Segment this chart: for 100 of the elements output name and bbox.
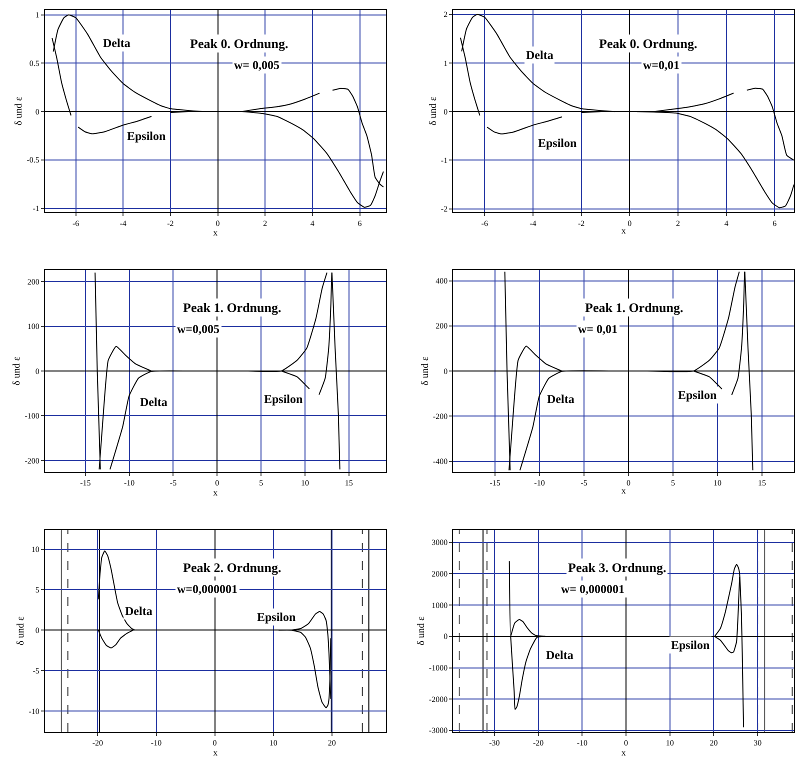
x-tick-label: 0 bbox=[626, 478, 630, 488]
y-tick-label: -1000 bbox=[428, 664, 448, 673]
x-tick-label: -2 bbox=[167, 218, 174, 228]
y-tick-label: 0 bbox=[35, 107, 40, 116]
y-axis-title: δ und ε bbox=[420, 356, 431, 386]
x-tick-label: -6 bbox=[72, 218, 80, 228]
annotation: Epsilon bbox=[538, 136, 578, 150]
y-axis-title: δ und ε bbox=[14, 96, 25, 126]
x-tick-label: -10 bbox=[534, 478, 545, 488]
x-tick-label: 10 bbox=[666, 738, 674, 748]
text: w= 0,01 bbox=[578, 322, 618, 336]
y-tick-label: -400 bbox=[432, 457, 448, 466]
y-tick-label: 10 bbox=[31, 545, 40, 554]
x-tick-label: -10 bbox=[124, 478, 135, 488]
x-tick-label: 30 bbox=[754, 738, 762, 748]
y-tick-label: 0 bbox=[35, 626, 40, 635]
text: Peak 0. Ordnung. bbox=[599, 36, 698, 51]
x-tick-label: -30 bbox=[489, 738, 500, 748]
y-tick-label: 0 bbox=[444, 366, 448, 376]
annotation: Delta bbox=[125, 604, 152, 618]
y-tick-label: 100 bbox=[27, 322, 40, 332]
y-tick-label: -2000 bbox=[428, 694, 448, 704]
x-tick-label: 4 bbox=[310, 218, 314, 228]
x-tick-label: 15 bbox=[344, 478, 353, 488]
text: w= 0,000001 bbox=[561, 582, 625, 596]
x-axis-title: x bbox=[621, 748, 626, 758]
y-tick-label: 2 bbox=[444, 10, 448, 20]
y-tick-label: 200 bbox=[27, 277, 40, 286]
y-tick-label: 200 bbox=[436, 322, 448, 331]
x-tick-label: -20 bbox=[532, 738, 544, 748]
y-axis-title: δ und ε bbox=[428, 96, 439, 126]
y-tick-label: 3000 bbox=[432, 538, 448, 548]
x-tick-label: -15 bbox=[80, 478, 91, 488]
x-tick-label: 4 bbox=[724, 218, 728, 228]
y-tick-label: 0 bbox=[35, 366, 40, 376]
x-tick-label: -10 bbox=[150, 738, 162, 748]
x-tick-label: -5 bbox=[580, 478, 588, 488]
annotation: Epsilon bbox=[257, 610, 296, 624]
annotation: Delta bbox=[526, 48, 554, 62]
x-axis-title: x bbox=[621, 226, 626, 236]
y-tick-label: 2000 bbox=[432, 570, 448, 579]
x-tick-label: 20 bbox=[328, 738, 336, 748]
x-axis-title: x bbox=[213, 228, 218, 238]
text: Peak 3. Ordnung. bbox=[568, 560, 666, 575]
x-tick-label: -15 bbox=[490, 478, 500, 488]
x-tick-label: -4 bbox=[530, 218, 536, 228]
y-tick-label: -0.5 bbox=[26, 156, 40, 165]
x-tick-label: 0 bbox=[624, 738, 628, 748]
x-tick-label: 0 bbox=[216, 218, 220, 228]
annotation: Delta bbox=[140, 395, 168, 409]
x-axis-title: x bbox=[213, 488, 218, 498]
annotation: Delta bbox=[546, 648, 574, 662]
y-tick-label: 0 bbox=[444, 107, 448, 116]
text: Peak 0. Ordnung. bbox=[190, 36, 288, 51]
text: w= 0,005 bbox=[234, 58, 280, 72]
x-tick-label: 10 bbox=[300, 478, 309, 488]
x-axis-title: x bbox=[621, 485, 626, 496]
annotation: Epsilon bbox=[671, 638, 710, 652]
x-tick-label: 0 bbox=[628, 218, 632, 228]
x-tick-label: 0 bbox=[215, 478, 220, 488]
text: w=0,000001 bbox=[177, 582, 238, 596]
y-tick-label: -100 bbox=[24, 412, 40, 421]
x-tick-label: -10 bbox=[576, 738, 588, 748]
x-tick-label: 2 bbox=[676, 218, 680, 228]
y-tick-label: 1000 bbox=[432, 600, 448, 610]
text: Peak 1. Ordnung. bbox=[183, 300, 282, 315]
x-tick-label: 10 bbox=[713, 478, 722, 488]
y-tick-label: -1 bbox=[440, 156, 448, 165]
annotation: Epsilon bbox=[678, 388, 718, 402]
text: w=0,01 bbox=[643, 58, 680, 72]
y-axis-title: δ und ε bbox=[12, 356, 23, 386]
x-tick-label: 5 bbox=[670, 478, 675, 488]
x-tick-label: 0 bbox=[212, 738, 217, 748]
annotation: Epsilon bbox=[127, 129, 166, 143]
y-axis-title: δ und ε bbox=[416, 616, 427, 646]
x-tick-label: 2 bbox=[263, 218, 268, 228]
y-tick-label: -5 bbox=[32, 666, 40, 676]
y-tick-label: -10 bbox=[28, 706, 40, 716]
y-tick-label: -200 bbox=[24, 456, 40, 466]
x-tick-label: 20 bbox=[710, 738, 718, 748]
x-tick-label: -5 bbox=[170, 478, 177, 488]
annotation: Epsilon bbox=[264, 392, 304, 406]
y-tick-label: -1 bbox=[32, 204, 40, 214]
x-tick-label: -2 bbox=[578, 218, 585, 228]
y-axis-title: δ und ε bbox=[16, 616, 27, 646]
y-tick-label: 1 bbox=[35, 10, 40, 20]
y-tick-label: 0.5 bbox=[29, 59, 40, 68]
y-tick-label: 0 bbox=[444, 632, 448, 642]
y-tick-label: 5 bbox=[35, 585, 40, 594]
x-tick-label: -4 bbox=[120, 218, 126, 228]
x-tick-label: -6 bbox=[481, 218, 488, 228]
y-tick-label: 1 bbox=[444, 58, 448, 68]
text: Peak 1. Ordnung. bbox=[585, 300, 684, 315]
x-tick-label: 5 bbox=[259, 478, 264, 488]
annotation: Delta bbox=[547, 392, 574, 406]
y-tick-label: -200 bbox=[432, 412, 448, 421]
y-tick-label: -2 bbox=[440, 204, 448, 214]
y-tick-label: 400 bbox=[436, 276, 448, 286]
x-axis-title: x bbox=[213, 748, 218, 758]
x-tick-label: 6 bbox=[772, 218, 777, 228]
